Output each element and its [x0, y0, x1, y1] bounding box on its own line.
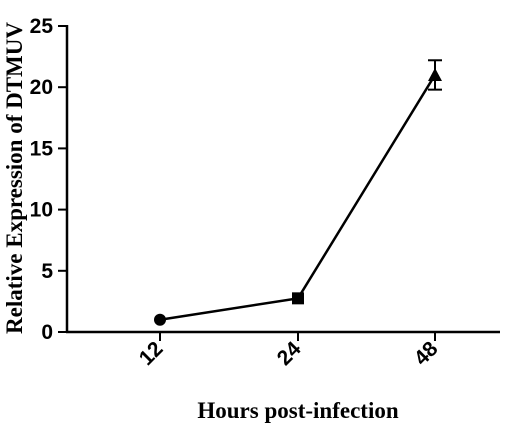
- data-point-triangle: [428, 67, 442, 81]
- y-tick-label: 25: [30, 15, 54, 38]
- series-line: [159, 74, 437, 321]
- y-tick-label: 15: [30, 137, 54, 160]
- y-tick-label: 5: [41, 260, 53, 283]
- y-tick-label: 10: [30, 199, 53, 222]
- x-tick-label: 48: [410, 337, 443, 370]
- data-point-circle: [154, 313, 166, 326]
- data-point-square: [292, 292, 304, 305]
- y-tick-label: 0: [41, 321, 53, 344]
- y-axis: 0 5 10 15 20 25: [30, 15, 69, 344]
- x-axis: 12 24 48: [66, 330, 500, 370]
- x-tick-label: 24: [273, 337, 306, 370]
- y-axis-title: Relative Expression of DTMUV: [2, 22, 27, 334]
- x-tick-label: 12: [135, 337, 168, 370]
- x-axis-title: Hours post-infection: [197, 398, 398, 423]
- series: [154, 59, 442, 326]
- y-tick-label: 20: [30, 76, 53, 99]
